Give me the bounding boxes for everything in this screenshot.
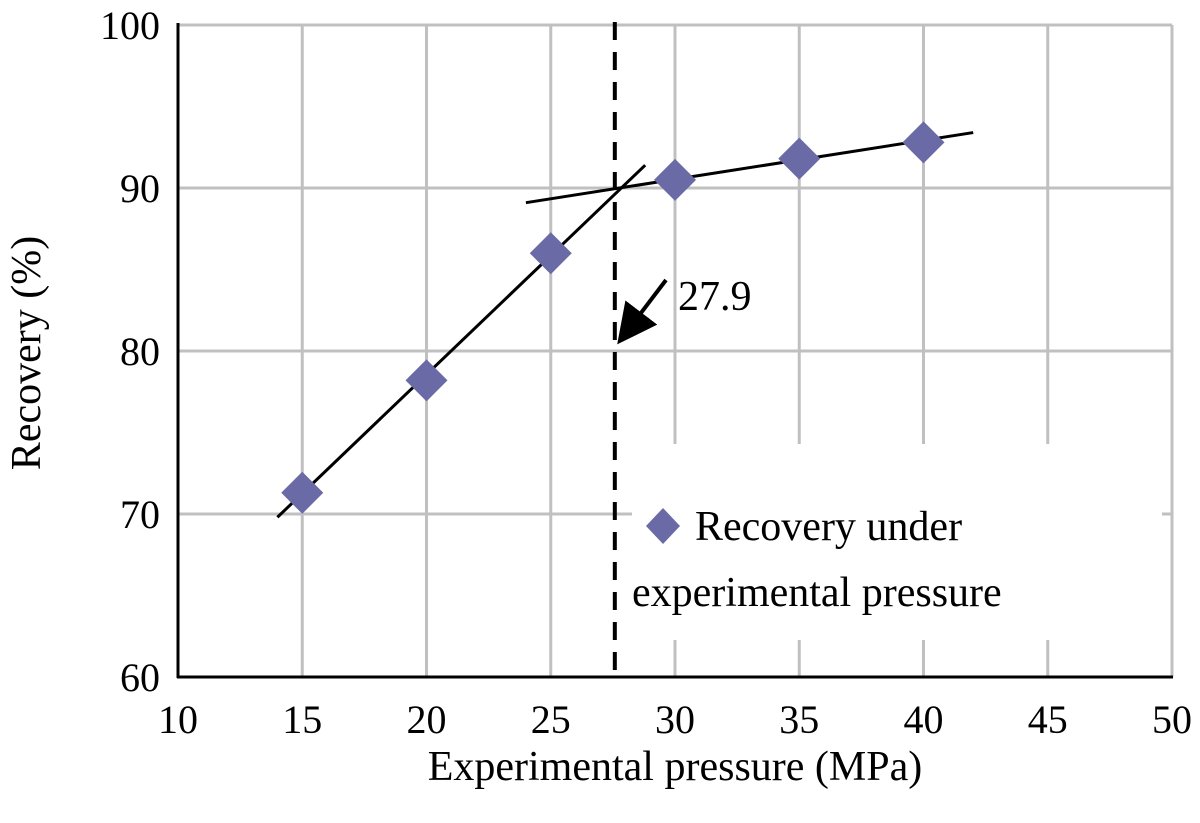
annotation-label: 27.9 bbox=[678, 274, 752, 320]
fit-line bbox=[525, 131, 974, 205]
data-point bbox=[778, 137, 821, 180]
x-tick-label: 10 bbox=[158, 697, 198, 742]
x-tick-label: 15 bbox=[282, 697, 322, 742]
data-point bbox=[654, 158, 696, 201]
y-axis-title: Recovery (%) bbox=[4, 236, 50, 470]
legend-label-line: Recovery under bbox=[695, 504, 962, 550]
legend: Recovery under experimental pressure bbox=[632, 444, 1162, 640]
legend-label-line: experimental pressure bbox=[632, 570, 1002, 616]
y-tick-label: 60 bbox=[120, 655, 160, 700]
annotation-arrow bbox=[617, 278, 668, 345]
x-tick-label: 50 bbox=[1152, 697, 1192, 742]
data-point bbox=[529, 232, 572, 275]
data-point bbox=[281, 471, 324, 514]
axes bbox=[176, 23, 1173, 679]
y-tick-label: 100 bbox=[100, 3, 160, 48]
tick-labels: 10 15 20 25 30 35 40 45 50 60 70 80 90 100 bbox=[100, 3, 1192, 742]
legend-marker bbox=[646, 508, 680, 544]
data-points bbox=[281, 121, 945, 514]
fit-line bbox=[276, 164, 647, 519]
data-point bbox=[405, 359, 448, 402]
y-tick-label: 80 bbox=[120, 329, 160, 374]
y-tick-label: 70 bbox=[120, 492, 160, 537]
x-tick-label: 45 bbox=[1028, 697, 1068, 742]
x-tick-label: 25 bbox=[531, 697, 571, 742]
x-tick-label: 30 bbox=[655, 697, 695, 742]
x-axis-title: Experimental pressure (MPa) bbox=[428, 744, 923, 790]
legend-background bbox=[632, 444, 1162, 640]
y-tick-label: 90 bbox=[120, 166, 160, 211]
fit-lines bbox=[276, 131, 974, 519]
annotation: 27.9 bbox=[617, 274, 752, 345]
data-point bbox=[902, 121, 945, 164]
x-tick-label: 40 bbox=[904, 697, 944, 742]
x-tick-label: 35 bbox=[779, 697, 819, 742]
x-tick-label: 20 bbox=[407, 697, 447, 742]
